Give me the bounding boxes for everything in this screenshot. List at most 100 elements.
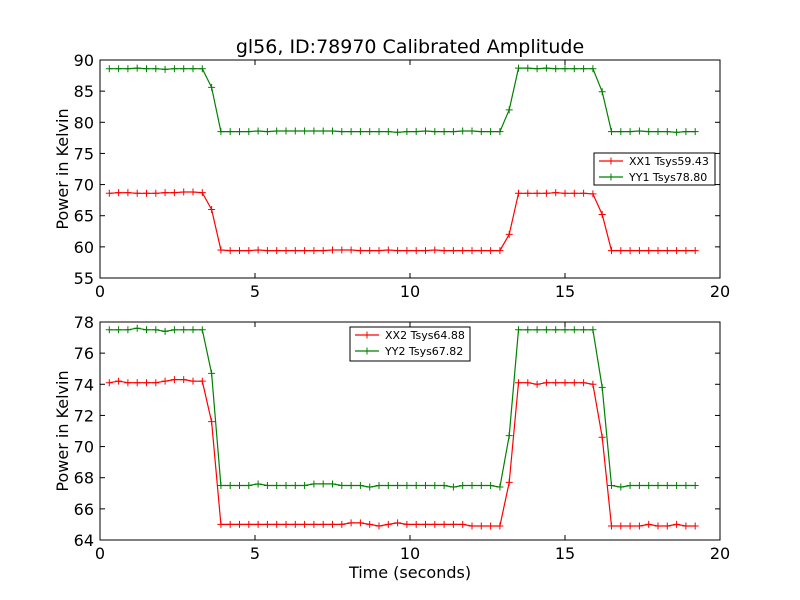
data-point (236, 128, 243, 136)
data-point (533, 326, 541, 334)
top-plot: 0 5 10 15 20 55 60 65 70 75 80 85 90 XX1 Tsys59.43 YY1… (74, 51, 731, 301)
data-point (133, 64, 141, 72)
x-tick-label: 0 (95, 282, 105, 301)
data-point (617, 247, 625, 255)
data-point (505, 106, 513, 114)
data-point (626, 247, 634, 255)
y-tick-label: 72 (74, 406, 94, 425)
data-point (654, 482, 662, 489)
data-point (152, 326, 160, 334)
data-point (226, 128, 234, 136)
data-point (682, 247, 690, 255)
data-point (301, 247, 309, 255)
data-point (124, 326, 132, 334)
data-point (291, 247, 299, 255)
data-point (273, 482, 281, 489)
data-point (654, 247, 662, 255)
data-point (329, 480, 336, 488)
data-point (356, 247, 364, 255)
legend: XX2 Tsys64.88 YY2 Tsys67.82 (349, 326, 471, 362)
data-point (505, 478, 513, 486)
legend-marker (607, 157, 615, 165)
data-point (143, 189, 150, 197)
data-point (273, 247, 281, 255)
data-point (487, 128, 495, 136)
data-point (635, 482, 643, 489)
data-point (152, 379, 160, 387)
data-point (617, 522, 625, 530)
data-point (208, 418, 216, 426)
data-point (403, 128, 411, 136)
data-point (682, 522, 690, 530)
data-point (394, 247, 402, 255)
data-point (263, 247, 271, 255)
data-point (431, 482, 439, 489)
data-point (356, 128, 364, 136)
data-point (384, 520, 392, 528)
y-tick-label: 65 (74, 207, 94, 226)
data-point (105, 379, 113, 387)
y-tick-label: 76 (74, 344, 94, 363)
data-point (515, 379, 522, 387)
data-point (422, 247, 429, 255)
data-point (198, 326, 206, 334)
y-tick-label: 55 (74, 269, 94, 288)
data-point (515, 326, 522, 334)
data-point (645, 482, 653, 489)
data-point (152, 65, 160, 73)
data-point (356, 519, 364, 527)
data-point (226, 520, 234, 528)
data-point (347, 482, 355, 489)
data-point (608, 522, 615, 530)
data-point (459, 127, 467, 135)
data-point (254, 246, 262, 254)
data-point (170, 326, 178, 334)
legend: XX1 Tsys59.43 YY1 Tsys78.80 (593, 152, 716, 186)
data-point (533, 65, 541, 73)
x-tick-label: 5 (250, 282, 260, 301)
data-point (682, 128, 690, 136)
data-point (412, 247, 420, 255)
data-point (347, 519, 355, 527)
data-point (496, 522, 504, 530)
data-point (608, 128, 615, 136)
data-point (208, 205, 216, 213)
data-point (496, 247, 504, 255)
data-point (375, 128, 383, 136)
data-point (403, 520, 411, 528)
data-point (384, 128, 392, 136)
data-point (663, 128, 671, 136)
data-point (515, 189, 522, 197)
data-point (431, 520, 439, 528)
data-point (310, 520, 318, 528)
data-point (143, 326, 150, 334)
legend-marker (607, 173, 615, 181)
data-point (217, 128, 225, 136)
data-point (626, 128, 634, 136)
data-point (273, 127, 281, 135)
data-point (226, 482, 234, 489)
data-point (338, 128, 346, 136)
data-point (449, 247, 457, 255)
data-point (263, 128, 271, 136)
top-y-axis-label: Power in Kelvin (53, 108, 72, 229)
data-point (552, 65, 560, 73)
data-point (170, 65, 178, 73)
x-tick-label: 15 (555, 544, 575, 563)
data-point (589, 65, 597, 73)
data-point (487, 247, 495, 255)
y-tick-label: 90 (74, 51, 94, 70)
series-line-1 (109, 67, 696, 133)
y-tick-label: 75 (74, 144, 94, 163)
data-point (282, 520, 290, 528)
data-point (347, 128, 355, 136)
x-tick-label: 20 (710, 544, 730, 563)
data-point (422, 127, 429, 135)
data-point (115, 189, 123, 197)
data-point (608, 247, 615, 255)
data-point (552, 379, 560, 387)
data-point (384, 482, 392, 489)
data-point (161, 377, 169, 385)
data-point (217, 482, 225, 489)
